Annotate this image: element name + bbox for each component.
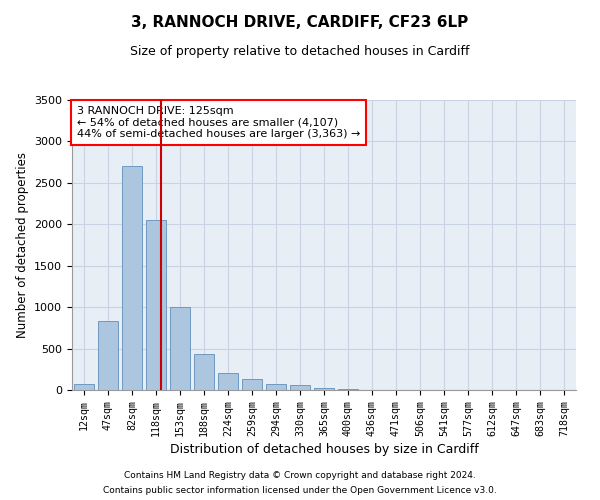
Bar (314, 388, 334, 390)
Bar (218, 374, 238, 390)
Bar (290, 386, 310, 390)
Text: Contains public sector information licensed under the Open Government Licence v3: Contains public sector information licen… (103, 486, 497, 495)
Text: Contains HM Land Registry data © Crown copyright and database right 2024.: Contains HM Land Registry data © Crown c… (124, 471, 476, 480)
Text: 3, RANNOCH DRIVE, CARDIFF, CF23 6LP: 3, RANNOCH DRIVE, CARDIFF, CF23 6LP (131, 15, 469, 30)
Bar (338, 389, 358, 390)
Bar (122, 166, 142, 390)
Bar (170, 307, 190, 390)
Bar (98, 321, 118, 390)
Bar (146, 220, 166, 390)
Y-axis label: Number of detached properties: Number of detached properties (16, 152, 29, 338)
Bar (242, 379, 262, 390)
Bar (74, 384, 94, 390)
Bar (266, 384, 286, 390)
Bar (194, 354, 214, 390)
Text: Size of property relative to detached houses in Cardiff: Size of property relative to detached ho… (130, 45, 470, 58)
Text: Distribution of detached houses by size in Cardiff: Distribution of detached houses by size … (170, 442, 478, 456)
Text: 3 RANNOCH DRIVE: 125sqm
← 54% of detached houses are smaller (4,107)
44% of semi: 3 RANNOCH DRIVE: 125sqm ← 54% of detache… (77, 106, 361, 139)
